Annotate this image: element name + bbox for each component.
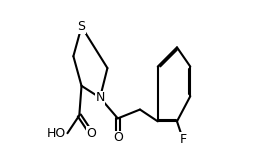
Text: S: S — [78, 20, 86, 33]
Text: HO: HO — [47, 127, 66, 140]
Text: F: F — [179, 133, 186, 146]
Text: O: O — [86, 127, 96, 140]
Text: O: O — [113, 131, 123, 144]
Text: N: N — [95, 91, 105, 104]
